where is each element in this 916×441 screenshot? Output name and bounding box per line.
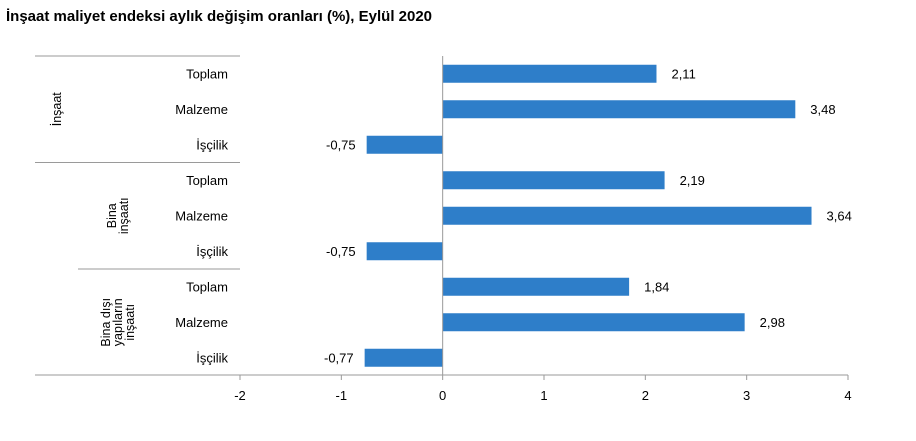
- group-label: Binainşaatı: [105, 197, 131, 234]
- group-label: İnşaat: [50, 92, 64, 127]
- bar: [442, 100, 796, 119]
- data-label: 3,64: [827, 208, 852, 223]
- data-label: -0,75: [326, 137, 356, 152]
- bar: [366, 242, 443, 261]
- data-label: 2,98: [760, 315, 785, 330]
- data-label: 1,84: [644, 279, 669, 294]
- x-tick-label: -2: [234, 388, 246, 403]
- x-tick-label: 0: [439, 388, 446, 403]
- bar: [442, 171, 665, 190]
- category-label: Toplam: [186, 66, 228, 81]
- data-label: -0,77: [324, 350, 354, 365]
- data-label: 2,19: [680, 173, 705, 188]
- group-label-line: İnşaat: [50, 92, 64, 127]
- x-tick-label: -1: [336, 388, 348, 403]
- category-label: Toplam: [186, 173, 228, 188]
- category-label: Malzeme: [175, 102, 228, 117]
- x-tick-label: 4: [844, 388, 851, 403]
- x-tick-label: 1: [540, 388, 547, 403]
- category-label: Toplam: [186, 279, 228, 294]
- category-label: İşçilik: [196, 350, 228, 365]
- group-label: Bina dışıyapılarıninşaatı: [99, 298, 137, 347]
- group-label-line: Bina dışı: [99, 298, 113, 347]
- chart-title: İnşaat maliyet endeksi aylık değişim ora…: [6, 8, 433, 25]
- category-label: İşçilik: [196, 137, 228, 152]
- group-label-line: yapıların: [111, 298, 125, 346]
- bar: [442, 64, 657, 83]
- bar: [442, 206, 812, 225]
- category-label: Malzeme: [175, 208, 228, 223]
- group-label-line: inşaatı: [123, 304, 137, 341]
- group-label-line: inşaatı: [117, 197, 131, 234]
- data-label: 2,11: [671, 66, 695, 81]
- bar: [364, 348, 443, 367]
- category-label: İşçilik: [196, 244, 228, 259]
- data-label: 3,48: [810, 102, 835, 117]
- bar: [366, 135, 443, 154]
- x-tick-label: 2: [642, 388, 649, 403]
- data-label: -0,75: [326, 244, 356, 259]
- category-label: Malzeme: [175, 315, 228, 330]
- bar: [442, 313, 745, 332]
- group-label-line: Bina: [105, 203, 119, 228]
- x-tick-label: 3: [743, 388, 750, 403]
- bar: [442, 277, 630, 296]
